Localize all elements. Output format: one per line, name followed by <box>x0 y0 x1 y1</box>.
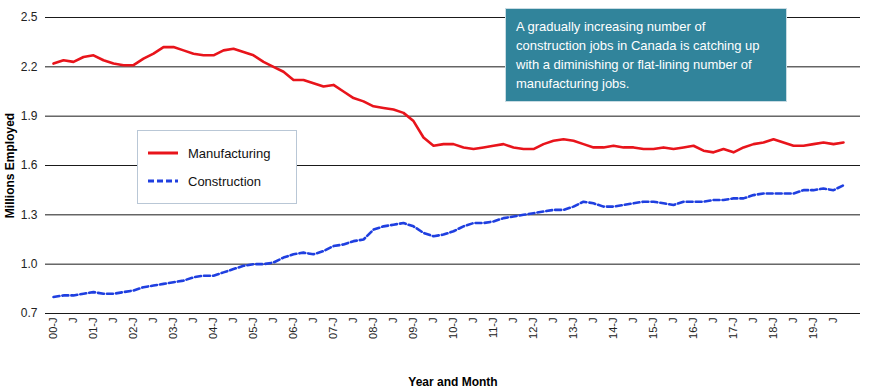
svg-text:J: J <box>787 318 799 324</box>
svg-text:13-J: 13-J <box>567 318 579 339</box>
svg-text:02-J: 02-J <box>127 318 139 339</box>
html-text:Manufacturing: Manufacturing <box>188 145 271 161</box>
svg-text:12-J: 12-J <box>527 318 539 339</box>
svg-text:19-J: 19-J <box>807 318 819 339</box>
svg-text:J: J <box>507 318 519 324</box>
svg-text:07-J: 07-J <box>327 318 339 339</box>
svg-text:06-J: 06-J <box>287 318 299 339</box>
svg-text:J: J <box>547 318 559 324</box>
svg-text:0.7: 0.7 <box>21 306 38 320</box>
svg-text:11-J: 11-J <box>487 318 499 339</box>
svg-text:J: J <box>667 318 679 324</box>
svg-text:J: J <box>307 318 319 324</box>
svg-text:J: J <box>147 318 159 324</box>
svg-text:J: J <box>747 318 759 324</box>
svg-text:1.3: 1.3 <box>21 208 38 222</box>
svg-text:J: J <box>107 318 119 324</box>
svg-text:J: J <box>387 318 399 324</box>
svg-text:2.5: 2.5 <box>21 10 38 24</box>
svg-text:J: J <box>187 318 199 324</box>
svg-text:J: J <box>627 318 639 324</box>
svg-text:04-J: 04-J <box>207 318 219 339</box>
html-text:A gradually increasing number: A gradually increasing number of constru… <box>516 19 760 91</box>
svg-text:J: J <box>267 318 279 324</box>
svg-text:00-J: 00-J <box>47 318 59 339</box>
svg-text:1.9: 1.9 <box>21 109 38 123</box>
svg-text:J: J <box>67 318 79 324</box>
svg-text:08-J: 08-J <box>367 318 379 339</box>
svg-text:1.0: 1.0 <box>21 257 38 271</box>
svg-text:J: J <box>587 318 599 324</box>
svg-text:J: J <box>347 318 359 324</box>
svg-text:J: J <box>467 318 479 324</box>
svg-text:J: J <box>227 318 239 324</box>
svg-text:18-J: 18-J <box>767 318 779 339</box>
svg-text:J: J <box>827 318 839 324</box>
svg-text:16-J: 16-J <box>687 318 699 339</box>
svg-text:2.2: 2.2 <box>21 60 38 74</box>
svg-text:15-J: 15-J <box>647 318 659 339</box>
svg-text:10-J: 10-J <box>447 318 459 339</box>
svg-text:17-J: 17-J <box>727 318 739 339</box>
svg-text:05-J: 05-J <box>247 318 259 339</box>
svg-text:03-J: 03-J <box>167 318 179 339</box>
html-text:Construction: Construction <box>188 173 261 189</box>
svg-text:09-J: 09-J <box>407 318 419 339</box>
svg-text:J: J <box>427 318 439 324</box>
svg-text:J: J <box>707 318 719 324</box>
svg-text:1.6: 1.6 <box>21 158 38 172</box>
svg-text:Millions Employed: Millions Employed <box>3 113 17 218</box>
svg-text:Year and Month: Year and Month <box>408 375 497 389</box>
svg-text:14-J: 14-J <box>607 318 619 339</box>
svg-text:01-J: 01-J <box>87 318 99 339</box>
